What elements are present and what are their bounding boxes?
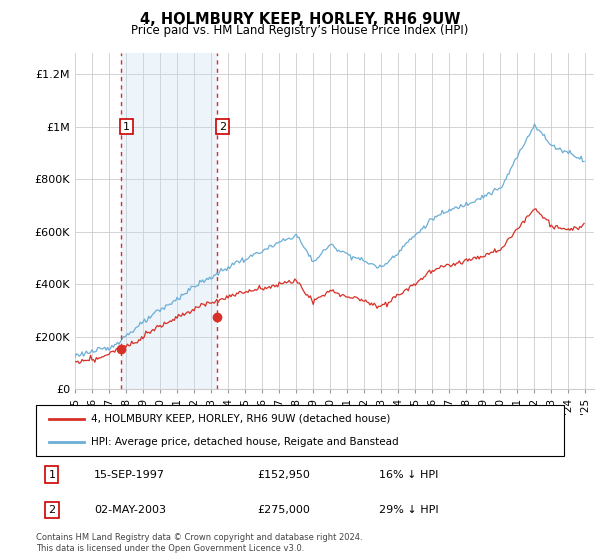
Text: HPI: Average price, detached house, Reigate and Banstead: HPI: Average price, detached house, Reig… [91,437,399,447]
Text: 2: 2 [48,505,55,515]
Text: Price paid vs. HM Land Registry’s House Price Index (HPI): Price paid vs. HM Land Registry’s House … [131,24,469,36]
Text: 4, HOLMBURY KEEP, HORLEY, RH6 9UW (detached house): 4, HOLMBURY KEEP, HORLEY, RH6 9UW (detac… [91,414,391,424]
Text: 15-SEP-1997: 15-SEP-1997 [94,470,165,479]
Text: 4, HOLMBURY KEEP, HORLEY, RH6 9UW: 4, HOLMBURY KEEP, HORLEY, RH6 9UW [140,12,460,27]
Text: 2: 2 [219,122,226,132]
Text: 16% ↓ HPI: 16% ↓ HPI [379,470,439,479]
Text: 1: 1 [123,122,130,132]
FancyBboxPatch shape [36,405,564,456]
Text: 02-MAY-2003: 02-MAY-2003 [94,505,166,515]
Text: 29% ↓ HPI: 29% ↓ HPI [379,505,439,515]
Text: £152,950: £152,950 [258,470,311,479]
Bar [121,53,217,389]
Text: Contains HM Land Registry data © Crown copyright and database right 2024.
This d: Contains HM Land Registry data © Crown c… [36,533,362,553]
Text: 1: 1 [49,470,55,479]
Text: £275,000: £275,000 [258,505,311,515]
